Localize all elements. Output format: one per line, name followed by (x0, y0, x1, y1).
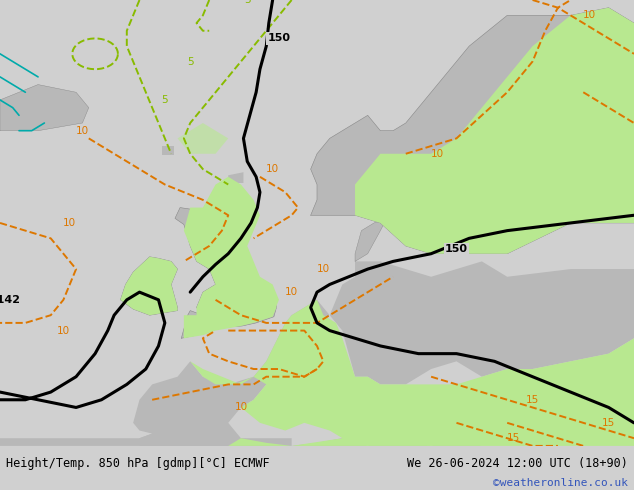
Text: 10: 10 (285, 287, 298, 297)
Polygon shape (0, 85, 89, 131)
Polygon shape (139, 434, 292, 446)
Text: 10: 10 (266, 164, 279, 174)
Text: 10: 10 (57, 325, 70, 336)
Text: 10: 10 (76, 126, 89, 136)
Polygon shape (178, 123, 228, 154)
Polygon shape (311, 8, 634, 254)
Text: 15: 15 (602, 418, 615, 428)
Polygon shape (120, 257, 178, 315)
Polygon shape (175, 208, 276, 338)
Text: 5: 5 (162, 95, 168, 105)
Text: 150: 150 (445, 244, 468, 254)
Text: 10: 10 (235, 402, 247, 413)
Text: 10: 10 (317, 264, 330, 274)
Polygon shape (228, 172, 243, 183)
Text: 10: 10 (431, 149, 444, 159)
Text: -142: -142 (0, 295, 20, 305)
Text: 10: 10 (583, 10, 596, 21)
Polygon shape (355, 219, 387, 261)
Text: ©weatheronline.co.uk: ©weatheronline.co.uk (493, 478, 628, 488)
Polygon shape (190, 300, 634, 446)
Polygon shape (184, 285, 276, 338)
Text: 10: 10 (63, 218, 76, 228)
Polygon shape (162, 146, 174, 155)
Polygon shape (0, 261, 634, 446)
Text: 15: 15 (526, 395, 539, 405)
Text: 5: 5 (244, 0, 250, 5)
Text: 5: 5 (187, 56, 193, 67)
Text: We 26-06-2024 12:00 UTC (18+90): We 26-06-2024 12:00 UTC (18+90) (407, 457, 628, 470)
Text: Height/Temp. 850 hPa [gdmp][°C] ECMWF: Height/Temp. 850 hPa [gdmp][°C] ECMWF (6, 457, 270, 470)
Polygon shape (120, 257, 178, 315)
Text: 15: 15 (507, 433, 520, 443)
Polygon shape (355, 8, 634, 254)
Polygon shape (184, 177, 279, 338)
Text: 150: 150 (268, 33, 290, 44)
